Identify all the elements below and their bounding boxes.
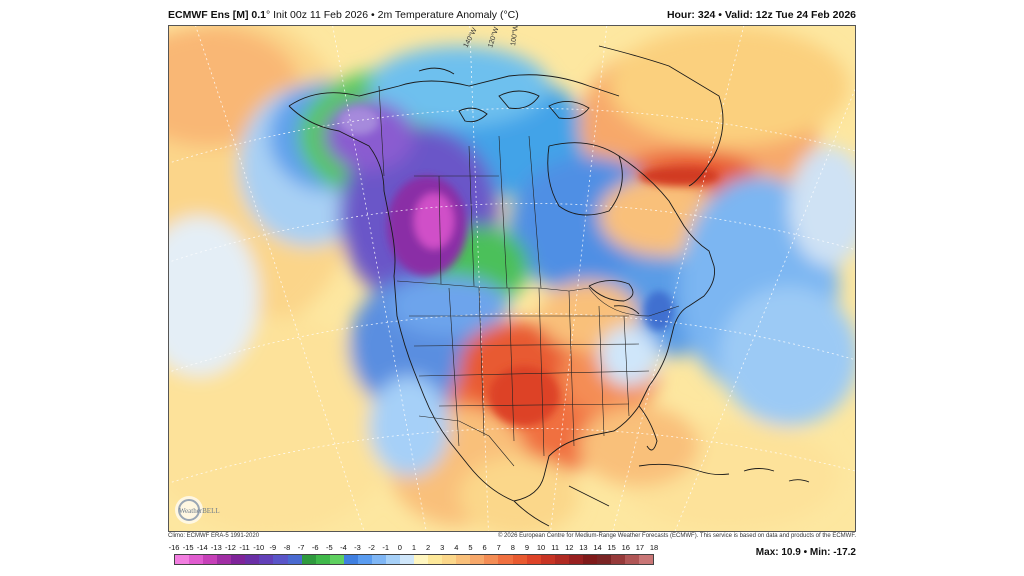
weatherbell-logo: WeatherBELL: [175, 496, 220, 524]
colorbar-swatch: [498, 555, 513, 564]
colorbar-tick-label: 12: [565, 543, 574, 552]
colorbar-tick-label: -6: [311, 543, 319, 552]
copyright-note: © 2026 European Centre for Medium-Range …: [497, 533, 856, 539]
coastlines: [288, 45, 810, 527]
colorbar-tick-label: -16: [168, 543, 180, 552]
colorbar-tick-label: -14: [196, 543, 208, 552]
political-borders: [378, 85, 680, 467]
colorbar-tick-label: 7: [496, 543, 501, 552]
colorbar-swatch: [484, 555, 499, 564]
anomaly-map: 140°W 120°W 100°W WeatherBELL: [168, 25, 856, 532]
colorbar-tick-label: 9: [524, 543, 530, 552]
colorbar-swatch: [442, 555, 457, 564]
colorbar-tick-label: 5: [468, 543, 473, 552]
colorbar-tick-label: -10: [253, 543, 265, 552]
colorbar-tick-label: 18: [649, 543, 659, 552]
colorbar-swatch: [582, 555, 597, 564]
colorbar-swatch: [287, 555, 302, 564]
header-left: ECMWF Ens [M] 0.1° Init 00z 11 Feb 2026 …: [168, 6, 519, 24]
climo-note: Climo: ECMWF ERA-5 1991-2020: [168, 533, 260, 539]
colorbar-tick-label: 8: [510, 543, 515, 552]
max-min-stats: Max: 10.9 • Min: -17.2: [755, 547, 856, 558]
colorbar-swatch: [526, 555, 541, 564]
colorbar-swatch: [400, 555, 415, 564]
colorbar-swatch: [428, 555, 443, 564]
colorbar-swatch: [385, 555, 400, 564]
colorbar-tick-label: 3: [440, 543, 445, 552]
colorbar-swatch: [610, 555, 625, 564]
colorbar-tick-label: 10: [536, 543, 546, 552]
colorbar-tick-label: 15: [607, 543, 616, 552]
colorbar-swatch: [175, 555, 190, 564]
colorbar-swatch: [217, 555, 232, 564]
colorbar-swatch: [414, 555, 429, 564]
colorbar-tick-label: 14: [593, 543, 602, 552]
colorbar-tick-label: 0: [397, 543, 402, 552]
colorbar-swatch: [470, 555, 485, 564]
colorbar-tick-label: 11: [551, 543, 560, 552]
colorbar-tick-label: -9: [269, 543, 277, 552]
init-info: ° Init 00z 11 Feb 2026 • 2m Temperature …: [266, 9, 519, 21]
lon-label-100w: 100°W: [509, 26, 520, 46]
colorbar-tick-label: -2: [368, 543, 375, 552]
colorbar-tick-label: -15: [182, 543, 194, 552]
logo-text: WeatherBELL: [179, 507, 220, 515]
colorbar-labels: -16 -15 -14 -13 -12 -11 -10 -9 -8 -7 -6 -5 -4 -3 -2 -1 0…: [169, 543, 659, 553]
colorbar-swatch: [231, 555, 246, 564]
colorbar-tick-label: -8: [283, 543, 291, 552]
colorbar-swatch: [357, 555, 372, 564]
colorbar-tick-label: -11: [239, 543, 250, 552]
colorbar-swatch: [273, 555, 288, 564]
colorbar-swatch: [639, 555, 654, 564]
colorbar-swatch: [512, 555, 527, 564]
map-svg: 140°W 120°W 100°W WeatherBELL: [169, 26, 855, 531]
colorbar-tick-label: 4: [454, 543, 459, 552]
colorbar-swatch: [596, 555, 611, 564]
colorbar-swatch: [540, 555, 555, 564]
colorbar-tick-label: 17: [635, 543, 645, 552]
map-header: ECMWF Ens [M] 0.1° Init 00z 11 Feb 2026 …: [168, 6, 856, 24]
colorbar-tick-label: 1: [411, 543, 417, 552]
colorbar-swatch: [259, 555, 274, 564]
colorbar-swatch: [203, 555, 218, 564]
colorbar-swatch: [568, 555, 583, 564]
colorbar-swatch: [301, 555, 316, 564]
colorbar-tick-label: -5: [325, 543, 333, 552]
colorbar-swatch: [343, 555, 358, 564]
colorbar-swatch: [625, 555, 640, 564]
colorbar-swatch: [371, 555, 386, 564]
colorbar-swatch: [456, 555, 471, 564]
model-name: ECMWF Ens [M] 0.1: [168, 9, 267, 21]
anomaly-field: [169, 26, 855, 531]
colorbar-tick-label: -3: [354, 543, 361, 552]
valid-time: Hour: 324 • Valid: 12z Tue 24 Feb 2026: [666, 9, 856, 21]
colorbar: -16 -15 -14 -13 -12 -11 -10 -9 -8 -7 -6 -5 -4 -3 -2 -1 0…: [169, 543, 659, 569]
colorbar-bar: [174, 554, 654, 565]
colorbar-tick-label: 6: [482, 543, 487, 552]
colorbar-tick-label: -1: [382, 543, 390, 552]
colorbar-swatch: [315, 555, 330, 564]
colorbar-swatch: [554, 555, 569, 564]
colorbar-tick-label: -13: [210, 543, 222, 552]
colorbar-tick-label: -7: [297, 543, 305, 552]
colorbar-tick-label: -12: [225, 543, 236, 552]
colorbar-swatch: [245, 555, 260, 564]
colorbar-tick-label: -4: [340, 543, 347, 552]
colorbar-swatch: [329, 555, 344, 564]
colorbar-tick-label: 13: [579, 543, 588, 552]
colorbar-tick-label: 2: [426, 543, 431, 552]
colorbar-tick-label: 16: [621, 543, 630, 552]
graticule: [169, 26, 855, 531]
colorbar-swatch: [189, 555, 204, 564]
